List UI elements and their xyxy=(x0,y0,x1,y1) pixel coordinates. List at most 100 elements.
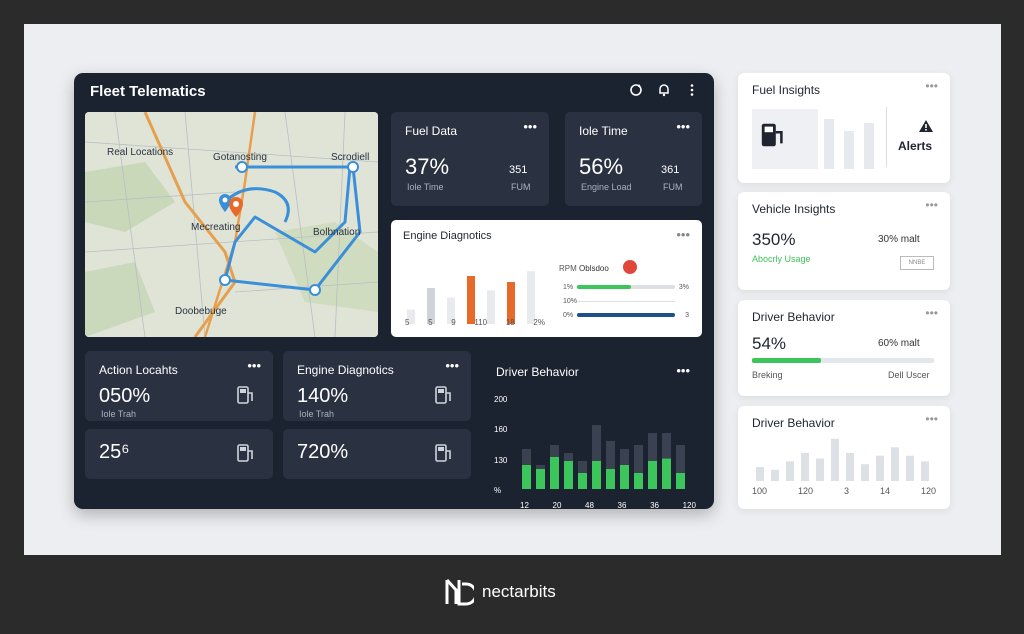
top-toolbar xyxy=(628,83,700,100)
refresh-icon[interactable] xyxy=(628,83,644,100)
progress-fill xyxy=(577,285,631,289)
chart-bar-green xyxy=(662,458,671,489)
driver-right-sub: Dell Uscer xyxy=(888,370,930,380)
chart-bar-green xyxy=(536,469,545,489)
chart-bar-gray xyxy=(634,445,643,489)
more-icon[interactable]: ••• xyxy=(925,79,938,93)
y-tick: 130 xyxy=(494,455,508,465)
card-title: Vehicle Insights xyxy=(752,202,836,216)
x-tick: 14 xyxy=(879,486,890,496)
engine-diag-sub: Iole Trah xyxy=(299,409,335,419)
more-icon[interactable]: ••• xyxy=(925,412,938,426)
x-tick: 36 xyxy=(617,501,627,510)
row-right: 3 xyxy=(685,311,689,319)
chart-bar xyxy=(427,288,435,324)
driver-bar-chart xyxy=(522,425,685,489)
chart-bar-green xyxy=(676,473,685,489)
action-locations-card[interactable]: Action Locahts ••• 050% Iole Trah xyxy=(85,351,273,421)
card-title: Engine Diagnotics xyxy=(297,363,394,377)
chart-bar xyxy=(876,455,884,481)
more-icon[interactable]: ••• xyxy=(676,363,690,378)
mini-stat-card[interactable]: 720% xyxy=(283,429,471,479)
side-bar-chart xyxy=(756,438,929,481)
chart-bar-gray xyxy=(606,441,615,489)
fuel-insights-bars xyxy=(824,119,874,169)
action-locations-sub: Iole Trah xyxy=(101,409,137,419)
more-icon[interactable]: ••• xyxy=(676,227,690,242)
more-icon[interactable]: ••• xyxy=(676,119,690,134)
warning-icon xyxy=(919,120,933,132)
fuel-data-value: 37% xyxy=(405,154,450,179)
chart-bar-green xyxy=(522,465,531,489)
idle-time-card[interactable]: Iole Time ••• 56% Engine Load 361 FUM xyxy=(565,112,702,206)
action-locations-value: 050% xyxy=(99,385,151,407)
driver-left-sub: Breking xyxy=(752,370,783,380)
engine-x-axis: 5 5 9 110 18 2% xyxy=(405,318,545,327)
fuel-pump-tile xyxy=(752,109,818,169)
mini-value: 720% xyxy=(297,441,349,463)
idle-time-value: 56% xyxy=(579,154,624,179)
x-tick: 100 xyxy=(752,486,768,496)
more-icon[interactable]: ••• xyxy=(523,119,537,134)
idle-time-sub: Engine Load xyxy=(581,182,632,192)
map-label: Doobebuge xyxy=(175,306,227,317)
y-tick: 160 xyxy=(494,425,508,435)
chart-bar-green xyxy=(620,465,629,489)
more-icon[interactable]: ••• xyxy=(247,358,261,373)
driver-behavior-chart-card[interactable]: Driver Behavior ••• 200 160 130 % 12 20 … xyxy=(484,351,702,510)
fuel-data-sub: Iole Time xyxy=(407,182,444,192)
more-vertical-icon[interactable] xyxy=(684,83,700,100)
map-view[interactable]: Real Locations Gotanosting Scrodiell Mec… xyxy=(85,112,378,337)
chart-bar xyxy=(467,276,475,324)
more-icon[interactable]: ••• xyxy=(925,198,938,212)
engine-diagnostics-mini-card[interactable]: Engine Diagnotics ••• 140% Iole Trah xyxy=(283,351,471,421)
x-tick: 120 xyxy=(920,486,936,496)
chart-bar-green xyxy=(606,469,615,489)
card-title: Fuel Data xyxy=(405,124,458,138)
more-icon[interactable]: ••• xyxy=(445,358,459,373)
more-icon[interactable]: ••• xyxy=(925,306,938,320)
nectarbits-logo-icon xyxy=(445,578,474,606)
x-tick: 120 xyxy=(682,501,696,510)
bell-icon[interactable] xyxy=(656,83,672,100)
y-axis: 200 160 130 % xyxy=(494,395,507,495)
fuel-pump-icon xyxy=(435,444,451,462)
driver-behavior-card[interactable]: Driver Behavior ••• 54% 60% malt Breking… xyxy=(738,300,950,396)
chart-bar xyxy=(756,466,764,481)
x-tick: 20 xyxy=(552,501,562,510)
chart-bar xyxy=(846,452,854,481)
map-label: Scrodiell xyxy=(331,152,370,163)
vehicle-insights-card[interactable]: Vehicle Insights ••• 350% 30% malt Abocr… xyxy=(738,192,950,290)
fuel-pump-icon xyxy=(435,386,451,404)
small-button[interactable]: NNBE xyxy=(900,256,934,270)
chart-bar xyxy=(921,461,929,481)
y-tick: 200 xyxy=(494,395,508,404)
driver-progress xyxy=(752,358,934,363)
progress-fill xyxy=(752,358,822,363)
x-tick: 9 xyxy=(451,318,456,327)
chart-bar xyxy=(407,309,415,324)
fuel-alert-icon xyxy=(623,260,637,274)
mini-stat-card[interactable]: 25⁶ xyxy=(85,429,273,479)
chart-bar-green xyxy=(648,461,657,489)
fuel-data-num: 351 xyxy=(509,164,528,176)
x-tick: 18 xyxy=(505,318,515,327)
chart-bar xyxy=(447,297,455,324)
page-title: Fleet Telematics xyxy=(90,83,206,100)
fuel-pump-icon xyxy=(761,123,783,147)
driver-behavior-mini-chart-card[interactable]: Driver Behavior ••• 100 120 3 14 120 xyxy=(738,406,950,509)
fuel-insights-card[interactable]: Fuel Insights ••• Alerts xyxy=(738,73,950,183)
fuel-data-unit: FUM xyxy=(511,182,531,192)
x-tick: 2% xyxy=(533,318,545,327)
y-tick: % xyxy=(494,485,502,495)
chart-bar-gray xyxy=(592,425,601,489)
fuel-data-card[interactable]: Fuel Data ••• 37% Iole Time 351 FUM xyxy=(391,112,549,206)
map-label: Gotanosting xyxy=(213,152,267,163)
x-axis: 12 20 48 36 36 120 xyxy=(520,501,696,510)
rpm-label: RPM xyxy=(559,264,577,273)
map-label: Real Locations xyxy=(107,147,174,158)
brand-logo: nectarbits xyxy=(444,578,556,606)
x-tick: 36 xyxy=(650,501,659,510)
usage-label: Abocrly Usage xyxy=(752,254,811,264)
engine-diagnostics-card[interactable]: Engine Diagnotics ••• 5 5 9 110 18 2% RP… xyxy=(391,220,702,337)
